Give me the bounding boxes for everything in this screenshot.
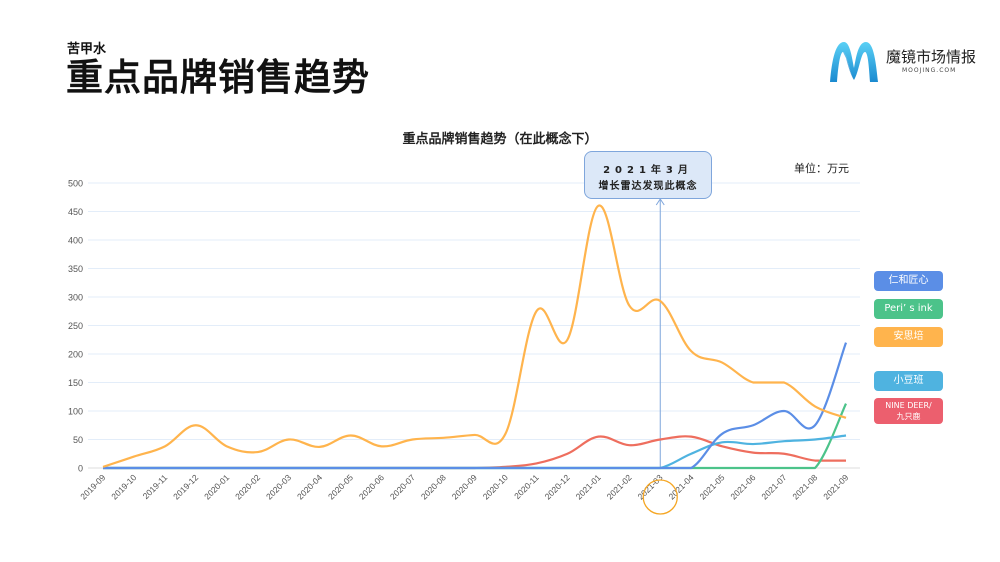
x-tick-label: 2020-08 [419,472,448,501]
chart-title: 重点品牌销售趋势（在此概念下） [402,132,598,147]
y-tick-label: 100 [68,407,83,417]
x-tick-label: 2020-06 [357,472,386,501]
y-tick-label: 450 [68,207,83,217]
x-tick-label: 2021-02 [605,472,634,501]
y-tick-label: 400 [68,236,83,246]
x-tick-label: 2019-11 [141,472,170,501]
logo-url: MOOJING.COM [902,67,957,74]
y-tick-label: 150 [68,378,83,388]
x-tick-label: 2019-12 [171,472,200,501]
highlight-circle [642,479,678,515]
x-tick-label: 2019-09 [78,472,107,501]
y-tick-label: 250 [68,321,83,331]
y-tick-label: 500 [68,179,83,189]
legend-item-ninedeer[interactable]: NINE DEER/ 九只鹿 [874,398,943,424]
series-line[interactable] [103,434,847,470]
y-tick-label: 0 [78,464,83,474]
logo-text: 魔镜市场情报 [886,48,977,66]
annotation-line1: 2021年3月 [603,165,693,176]
legend-item-xiaodouban[interactable]: 小豆班 [874,371,943,391]
x-tick-label: 2020-12 [543,472,572,501]
x-tick-label: 2021-05 [697,472,726,501]
legend-label-line1: NINE DEER/ [885,401,932,410]
x-tick-label: 2021-08 [790,472,819,501]
legend-item-renhe[interactable]: 仁和匠心 [874,271,943,291]
brand-logo: 魔镜市场情报 MOOJING.COM [826,38,996,84]
y-tick-label: 50 [73,435,83,445]
x-tick-label: 2020-10 [481,472,510,501]
series-line[interactable] [102,204,847,468]
x-tick-label: 2020-11 [512,472,541,501]
page-title: 重点品牌销售趋势 [66,56,370,99]
series-line[interactable] [103,435,846,470]
arrow-up-icon [655,198,665,206]
x-tick-label: 2020-07 [388,472,417,501]
annotation-callout: 2021年3月 增长雷达发现此概念 [584,151,712,199]
x-tick-label: 2021-07 [759,472,788,501]
legend-item-ansipei[interactable]: 安思培 [874,327,943,347]
unit-label: 单位：万元 [794,162,849,175]
x-tick-label: 2020-09 [450,472,479,501]
x-tick-label: 2020-02 [233,472,262,501]
x-tick-label: 2020-05 [326,472,355,501]
x-tick-label: 2021-01 [574,472,603,501]
y-tick-label: 350 [68,264,83,274]
annotation-line2: 增长雷达发现此概念 [598,181,698,192]
y-tick-label: 300 [68,293,83,303]
m-logo-icon [830,42,878,82]
legend-item-perisink[interactable]: Peri’ s ink [874,299,943,319]
series-line[interactable] [103,342,848,470]
x-tick-label: 2021-04 [666,472,695,501]
x-tick-label: 2021-09 [821,472,850,501]
x-tick-label: 2021-06 [728,472,757,501]
y-tick-label: 200 [68,350,83,360]
legend-label-line2: 九只鹿 [896,412,921,421]
x-tick-label: 2020-03 [264,472,293,501]
x-tick-label: 2020-04 [295,472,324,501]
x-tick-label: 2021-03 [636,472,665,501]
page-subtitle: 苦甲水 [67,42,107,57]
x-tick-label: 2020-01 [202,472,231,501]
x-tick-label: 2019-10 [109,472,138,501]
